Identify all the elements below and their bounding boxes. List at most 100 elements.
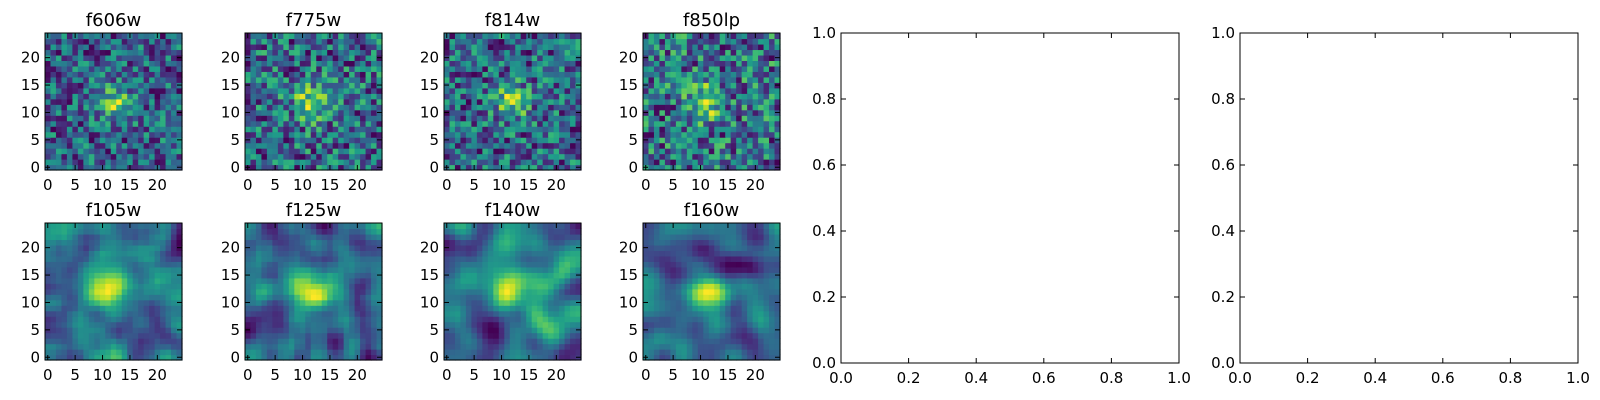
heatmap-cell [449,148,456,155]
heatmap-cell [294,98,301,105]
heatmap-cell [88,164,95,171]
heatmap-cell [454,104,462,111]
heatmap-cell [365,104,372,111]
heatmap-cell [245,239,252,246]
heatmap-cell [354,98,361,105]
heatmap-cell [132,153,139,160]
heatmap-cell [105,316,112,323]
heatmap-cell [471,76,478,83]
heatmap-cell [498,104,505,111]
heatmap-cell [537,266,544,273]
heatmap-cell [371,148,378,155]
heatmap-cell [310,153,317,160]
heatmap-cell [255,255,263,262]
heatmap-cell [176,288,183,295]
heatmap-cell [681,305,688,312]
heatmap-cell [487,109,494,116]
heatmap-cell [255,43,263,51]
heatmap-cell [250,310,257,317]
heatmap-cell [165,321,172,328]
heatmap-cell [266,228,273,235]
heatmap-cell [255,104,263,111]
heatmap-cell [575,148,582,155]
heatmap-cell [725,316,732,323]
heatmap-cell [250,332,257,339]
heatmap-cell [72,109,79,116]
heatmap-cell [504,126,511,133]
heatmap-cell [77,305,84,312]
heatmap-cell [548,288,555,295]
heatmap-cell [110,82,117,89]
heatmap-cell [299,277,306,284]
heatmap-cell [465,294,472,301]
heatmap-cell [570,288,577,295]
heatmap-cell [493,332,500,339]
y-tick-label: 0 [429,158,439,176]
y-tick-label: 20 [21,239,40,257]
heatmap-cell [697,109,704,116]
heatmap-cell [553,277,560,284]
x-tick-label: 10 [293,176,312,194]
heatmap-cell [165,354,172,361]
heatmap-cell [371,266,378,273]
heatmap-cell [132,98,139,105]
heatmap-cell [105,159,112,166]
heatmap-cell [564,349,571,356]
heatmap-cell [675,38,682,45]
heatmap-cell [283,126,290,133]
heatmap-cell [725,338,732,345]
heatmap-cell [50,60,57,67]
heatmap-cell [116,338,123,345]
heatmap-cell [643,277,650,284]
heatmap-cell [659,338,666,345]
heatmap-cell [72,137,79,144]
heatmap-cell [305,288,312,295]
heatmap-cell [50,277,57,284]
heatmap-cell [454,299,462,306]
heatmap-cell [171,82,178,89]
heatmap-cell [266,120,273,127]
heatmap-cell [288,153,295,160]
heatmap-cell [299,294,306,301]
heatmap-cell [564,43,571,51]
heatmap-cell [272,148,279,155]
heatmap-cell [61,137,68,144]
heatmap-cell [653,299,661,306]
heatmap-cell [132,316,139,323]
heatmap-cell [149,65,156,72]
heatmap-cell [127,316,134,323]
heatmap-cell [553,65,560,72]
heatmap-cell [316,239,323,246]
heatmap-cell [681,137,688,144]
heatmap-cell [763,54,770,61]
heatmap-cell [272,65,279,72]
heatmap-cell [686,87,693,94]
heatmap-cell [686,104,693,111]
heatmap-cell [171,98,178,105]
heatmap-cell [504,343,511,350]
heatmap-cell [94,261,101,268]
heatmap-cell [553,38,560,45]
heatmap-cell [310,321,317,328]
heatmap-cell [509,294,516,301]
heatmap-cell [149,272,156,279]
heatmap-cell [575,332,582,339]
heatmap-cell [675,310,682,317]
heatmap-cell [553,338,560,345]
heatmap-cell [66,153,73,160]
heatmap-cell [321,126,328,133]
heatmap-cell [143,327,150,334]
heatmap-cell [653,272,661,279]
panel-title: f125w [286,200,341,221]
heatmap-cell [55,49,63,56]
heatmap-cell [171,137,178,144]
heatmap-cell [310,60,317,67]
heatmap-cell [305,33,312,40]
heatmap-cell [121,109,128,116]
heatmap-cell [245,316,252,323]
heatmap-cell [360,327,367,334]
heatmap-cell [66,87,73,94]
heatmap-cell [498,87,505,94]
heatmap-cell [55,38,63,45]
heatmap-cell [321,272,328,279]
